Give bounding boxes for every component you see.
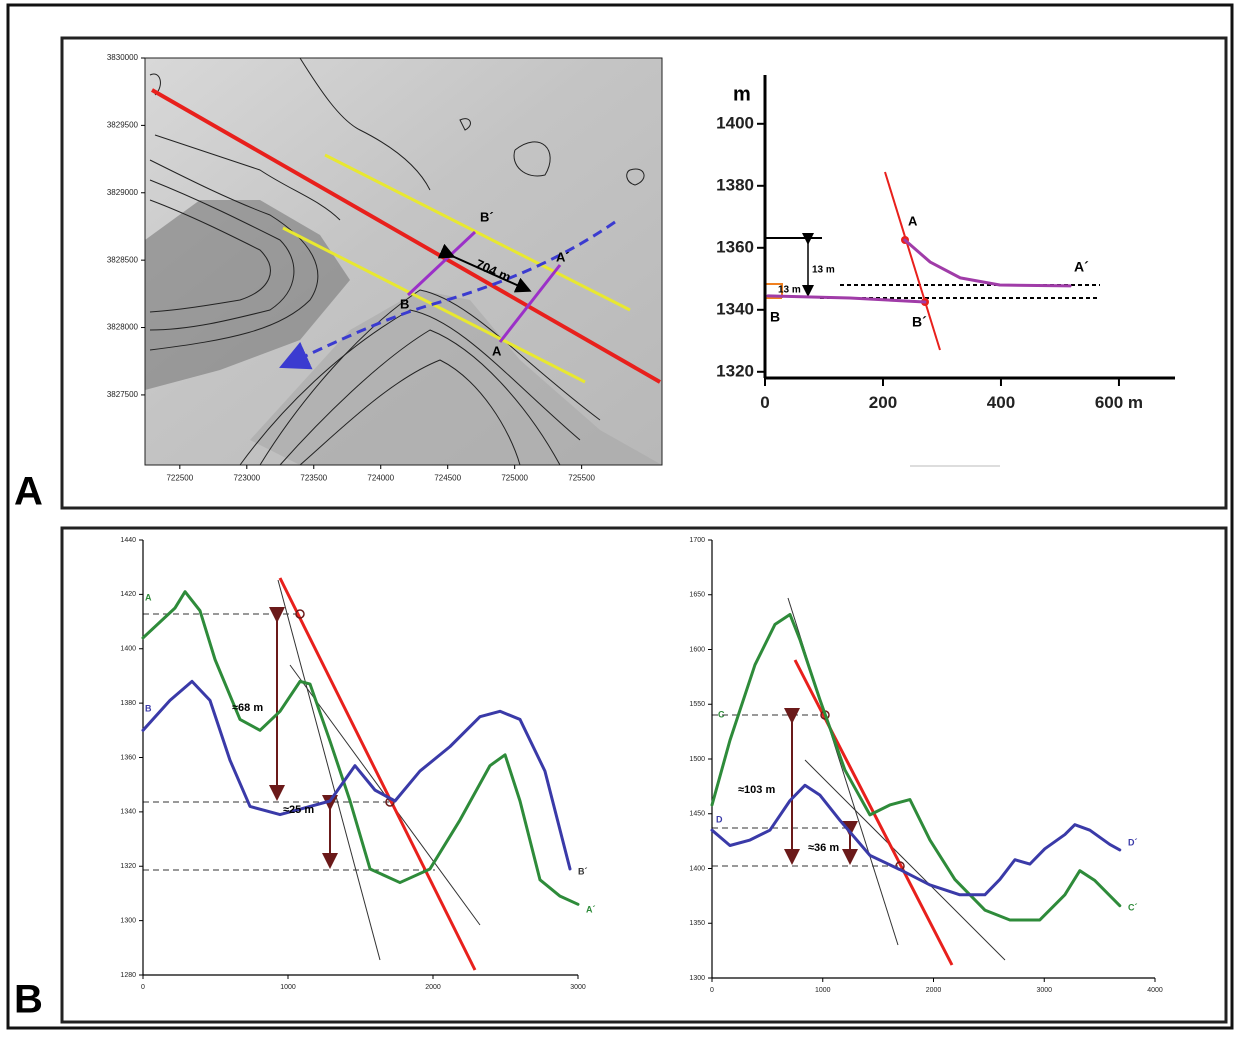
profile-line	[712, 785, 1120, 895]
y-tick-label: 1700	[689, 537, 705, 544]
x-tick-label: 724500	[434, 473, 461, 482]
profile-annotations	[143, 578, 480, 970]
annotation: A´	[586, 904, 596, 914]
y-tick-label: 3829500	[107, 120, 139, 129]
profile-line	[905, 240, 1070, 286]
annotation: C´	[1128, 902, 1138, 912]
y-tick-label: 1320	[716, 361, 754, 380]
profile-line	[712, 614, 1120, 920]
annotation: 13 m	[778, 285, 801, 296]
annotation: ≈36 m	[808, 842, 839, 854]
x-tick-label: 723500	[300, 473, 327, 482]
y-tick-label: 1300	[120, 917, 136, 924]
y-tick-label: 1400	[120, 646, 136, 653]
x-tick-label: 0	[710, 987, 714, 994]
y-tick-label: 1420	[120, 591, 136, 598]
x-tick-label: 725000	[501, 473, 528, 482]
annotation: D´	[1128, 837, 1138, 847]
annotation: D	[716, 814, 723, 824]
x-tick-label: 2000	[425, 984, 441, 991]
y-tick-label: 3829000	[107, 188, 139, 197]
y-tick-label: 1340	[120, 809, 136, 816]
x-tick-label: 724000	[367, 473, 394, 482]
y-tick-label: 1440	[120, 537, 136, 544]
profile-annotations	[765, 172, 1100, 466]
y-tick-label: 1400	[716, 113, 754, 132]
x-tick-label: 200	[869, 393, 897, 412]
annotation: 13 m	[812, 265, 835, 276]
annotation: ≈25 m	[283, 804, 314, 816]
panel-label: A	[14, 470, 43, 514]
y-tick-label: 1340	[716, 299, 754, 318]
y-tick-label: 1550	[689, 701, 705, 708]
y-tick-label: 1280	[120, 972, 136, 979]
y-tick-label: 1600	[689, 646, 705, 653]
y-tick-label: 3828500	[107, 255, 139, 264]
y-tick-label: 1350	[689, 920, 705, 927]
profile-line	[143, 681, 570, 869]
x-tick-label: 600 m	[1095, 393, 1143, 412]
x-tick-label: 0	[141, 984, 145, 991]
profile-annotations	[712, 598, 1005, 965]
annotation: ≈68 m	[232, 702, 263, 714]
panel-label: B	[14, 978, 43, 1022]
annotation: ≈103 m	[738, 784, 775, 796]
y-tick-label: 1380	[120, 700, 136, 707]
y-tick-label: 1320	[120, 863, 136, 870]
figure: A B	[0, 0, 1239, 1032]
profile-line	[143, 592, 578, 905]
annotation: B	[400, 296, 409, 311]
x-tick-label: 400	[987, 393, 1015, 412]
x-tick-label: 0	[760, 393, 769, 412]
annotation: A´	[556, 249, 570, 264]
y-tick-label: 3827500	[107, 390, 139, 399]
y-tick-label: 3828000	[107, 323, 139, 332]
x-tick-label: 3000	[570, 984, 586, 991]
y-tick-label: 1500	[689, 756, 705, 763]
y-tick-label: 1450	[689, 811, 705, 818]
x-tick-label: 725500	[568, 473, 595, 482]
annotation: C	[718, 709, 725, 719]
y-tick-label: 1300	[689, 975, 705, 982]
y-tick-label: 1360	[716, 237, 754, 256]
annotation: B´	[480, 209, 494, 224]
x-tick-label: 723000	[233, 473, 260, 482]
annotation: B´	[578, 866, 588, 876]
annotation: A´	[1074, 259, 1089, 275]
y-tick-label: 1380	[716, 175, 754, 194]
annotation: B´	[912, 314, 927, 330]
y-tick-label: 1650	[689, 592, 705, 599]
x-tick-label: 4000	[1147, 987, 1163, 994]
annotation: A	[908, 213, 918, 228]
annotation: A	[145, 592, 152, 602]
annotation: B	[145, 703, 152, 713]
y-tick-label: 3830000	[107, 53, 139, 62]
y-tick-label: 1360	[120, 754, 136, 761]
x-tick-label: 3000	[1036, 987, 1052, 994]
map-image	[145, 58, 662, 465]
annotation: B	[770, 309, 780, 325]
x-tick-label: 1000	[815, 987, 831, 994]
annotation: A	[492, 343, 502, 358]
y-axis-label: m	[733, 83, 751, 105]
x-tick-label: 1000	[280, 984, 296, 991]
x-tick-label: 2000	[926, 987, 942, 994]
x-tick-label: 722500	[166, 473, 193, 482]
y-tick-label: 1400	[689, 865, 705, 872]
profile-line	[768, 296, 925, 302]
